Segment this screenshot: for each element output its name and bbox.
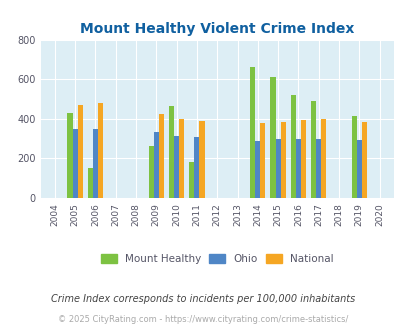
- Title: Mount Healthy Violent Crime Index: Mount Healthy Violent Crime Index: [80, 22, 354, 36]
- Bar: [280, 122, 285, 198]
- Bar: [153, 132, 158, 198]
- Legend: Mount Healthy, Ohio, National: Mount Healthy, Ohio, National: [98, 251, 336, 267]
- Bar: [300, 120, 305, 198]
- Bar: [275, 139, 280, 198]
- Bar: [77, 105, 83, 198]
- Bar: [310, 101, 315, 198]
- Bar: [67, 113, 72, 198]
- Bar: [189, 162, 194, 198]
- Bar: [148, 146, 153, 198]
- Bar: [351, 116, 356, 198]
- Bar: [249, 67, 255, 198]
- Bar: [255, 141, 260, 198]
- Bar: [72, 129, 77, 198]
- Text: Crime Index corresponds to incidents per 100,000 inhabitants: Crime Index corresponds to incidents per…: [51, 294, 354, 304]
- Bar: [87, 168, 93, 198]
- Bar: [320, 119, 326, 198]
- Bar: [295, 139, 300, 198]
- Bar: [174, 136, 179, 198]
- Bar: [260, 123, 265, 198]
- Bar: [356, 140, 361, 198]
- Bar: [199, 121, 204, 198]
- Bar: [168, 106, 174, 198]
- Bar: [270, 77, 275, 198]
- Bar: [361, 122, 366, 198]
- Bar: [194, 137, 199, 198]
- Bar: [179, 119, 184, 198]
- Bar: [158, 114, 164, 198]
- Bar: [93, 129, 98, 198]
- Bar: [290, 95, 295, 198]
- Text: © 2025 CityRating.com - https://www.cityrating.com/crime-statistics/: © 2025 CityRating.com - https://www.city…: [58, 315, 347, 324]
- Bar: [98, 103, 103, 198]
- Bar: [315, 139, 320, 198]
